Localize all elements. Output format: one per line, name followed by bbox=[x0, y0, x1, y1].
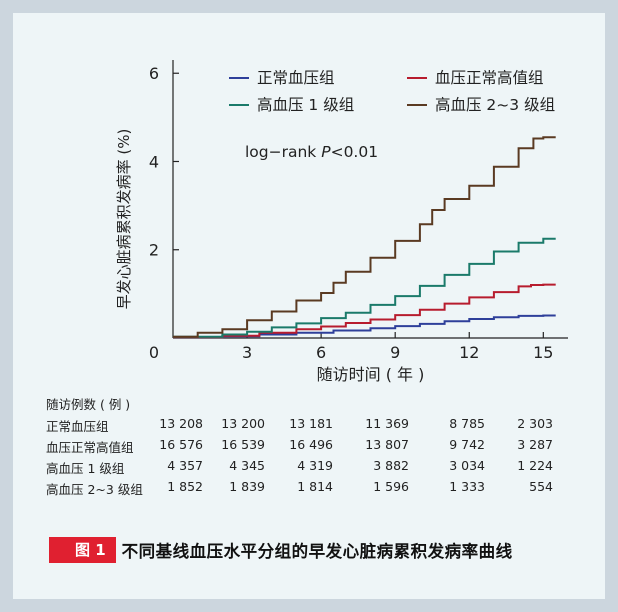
y-tick-label: 2 bbox=[149, 241, 159, 260]
figure-caption: 图 1 不同基线血压水平分组的早发心脏病累积发病率曲线 bbox=[49, 537, 513, 563]
risk-cell: 1 596 bbox=[373, 479, 409, 494]
x-tick-label: 3 bbox=[242, 343, 252, 362]
series-line-1 bbox=[173, 314, 556, 339]
risk-cell: 16 496 bbox=[289, 437, 333, 452]
x-tick-label: 6 bbox=[316, 343, 326, 362]
legend-label-4: 高血压 2~3 级组 bbox=[435, 96, 555, 114]
figure-panel: 0 2 4 6 3 6 9 12 15 随访时间 ( 年 ) 早发心脏病累积发病率 (%) 正常血压组… bbox=[13, 13, 605, 599]
risk-cell: 9 742 bbox=[449, 437, 485, 452]
x-tick-label: 9 bbox=[390, 343, 400, 362]
annotation-logrank: log−rank P<0.01 bbox=[245, 143, 378, 161]
chart: 0 2 4 6 3 6 9 12 15 随访时间 ( 年 ) 早发心脏病累积发病率 (%) 正常血压组… bbox=[115, 60, 568, 384]
x-tick-label: 12 bbox=[459, 343, 479, 362]
risk-cell: 13 200 bbox=[221, 416, 265, 431]
risk-cell: 13 807 bbox=[365, 437, 409, 452]
caption-tag: 图 1 bbox=[49, 537, 116, 563]
risk-cell: 2 303 bbox=[517, 416, 553, 431]
series-line-4 bbox=[173, 136, 556, 338]
risk-row-label: 正常血压组 bbox=[46, 419, 109, 434]
risk-cell: 3 882 bbox=[373, 458, 409, 473]
x-axis-label: 随访时间 ( 年 ) bbox=[317, 365, 425, 384]
caption-text: 不同基线血压水平分组的早发心脏病累积发病率曲线 bbox=[121, 542, 513, 561]
y-tick-label: 0 bbox=[149, 343, 159, 362]
risk-cell: 554 bbox=[529, 479, 553, 494]
risk-cell: 4 345 bbox=[229, 458, 265, 473]
risk-row-label: 高血压 2~3 级组 bbox=[46, 482, 143, 497]
risk-cell: 4 319 bbox=[297, 458, 333, 473]
legend-label-2: 血压正常高值组 bbox=[435, 69, 544, 87]
series-line-3 bbox=[173, 237, 556, 338]
risk-cell: 13 208 bbox=[159, 416, 203, 431]
risk-cell: 11 369 bbox=[365, 416, 409, 431]
risk-cell: 3 287 bbox=[517, 437, 553, 452]
y-tick-label: 6 bbox=[149, 64, 159, 83]
y-axis-label: 早发心脏病累积发病率 (%) bbox=[115, 129, 133, 310]
risk-row-label: 高血压 1 级组 bbox=[46, 461, 125, 476]
risk-cell: 1 814 bbox=[297, 479, 333, 494]
y-tick-label: 4 bbox=[149, 152, 159, 171]
risk-cell: 1 839 bbox=[229, 479, 265, 494]
risk-table-header: 随访例数 ( 例 ) bbox=[46, 397, 131, 412]
risk-cell: 1 852 bbox=[167, 479, 203, 494]
risk-cell: 8 785 bbox=[449, 416, 485, 431]
x-tick-label: 15 bbox=[533, 343, 553, 362]
risk-cell: 3 034 bbox=[449, 458, 485, 473]
risk-cell: 16 576 bbox=[159, 437, 203, 452]
legend-label-3: 高血压 1 级组 bbox=[257, 96, 354, 114]
risk-cell: 13 181 bbox=[289, 416, 333, 431]
series-line-2 bbox=[173, 283, 556, 339]
risk-cell: 16 539 bbox=[221, 437, 265, 452]
risk-cell: 1 333 bbox=[449, 479, 485, 494]
risk-cell: 4 357 bbox=[167, 458, 203, 473]
legend-label-1: 正常血压组 bbox=[257, 69, 335, 87]
risk-row-label: 血压正常高值组 bbox=[46, 440, 134, 455]
risk-cell: 1 224 bbox=[517, 458, 553, 473]
